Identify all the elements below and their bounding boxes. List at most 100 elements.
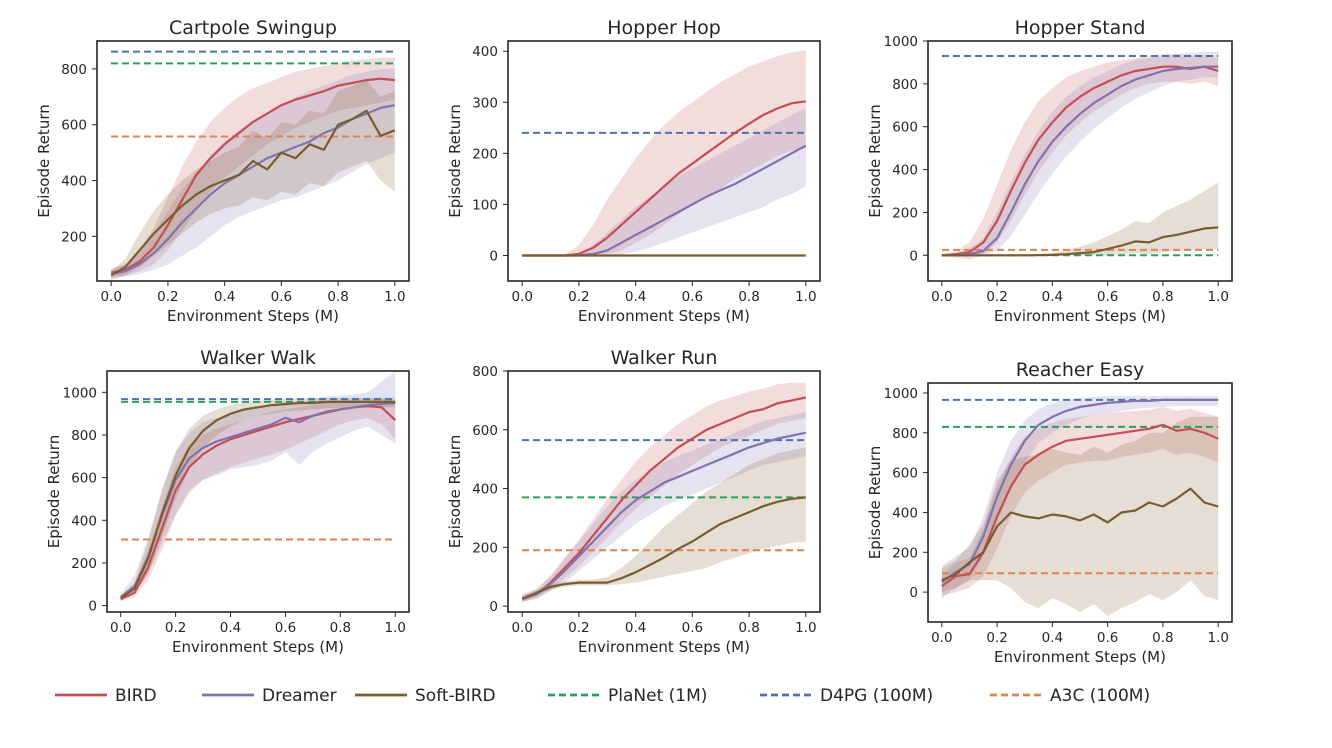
y-tick-label: 400: [472, 482, 498, 498]
legend-label: Soft-BIRD: [415, 686, 496, 706]
legend-label: BIRD: [115, 686, 157, 706]
x-axis-label: Environment Steps (M): [172, 638, 344, 656]
series-line-soft-bird: [521, 496, 806, 600]
y-tick-label: 300: [472, 95, 498, 111]
axes-frame: [96, 40, 410, 282]
x-tick-label: 0.4: [625, 289, 646, 305]
legend-label: A3C (100M): [1050, 686, 1150, 706]
series-line-dreamer: [941, 65, 1219, 257]
x-tick-label: 0.2: [986, 630, 1007, 646]
chart-title: Walker Run: [611, 347, 718, 369]
y-tick-label: 800: [892, 77, 918, 93]
legend-label: D4PG (100M): [820, 686, 933, 706]
y-tick-label: 400: [892, 163, 918, 179]
x-tick-label: 0.8: [738, 289, 759, 305]
y-tick-label: 200: [472, 540, 498, 556]
axes-frame: [106, 370, 410, 613]
y-tick-label: 800: [71, 428, 97, 444]
band-bird: [941, 53, 1219, 260]
y-tick-label: 200: [71, 556, 97, 572]
y-tick-label: 600: [71, 471, 97, 487]
x-tick-label: 0.2: [165, 620, 186, 636]
y-tick-label: 600: [892, 466, 918, 482]
series-line-bird: [941, 65, 1219, 257]
x-tick-label: 0.4: [220, 620, 241, 636]
x-tick-label: 1.0: [795, 289, 816, 305]
legend-item-bird: BIRD: [55, 686, 157, 706]
band-dreamer: [522, 107, 806, 256]
plot-area: [941, 51, 1219, 260]
y-tick-label: 100: [472, 197, 498, 213]
axes-frame: [927, 382, 1233, 623]
plot-area: [120, 371, 397, 602]
x-axis-label: Environment Steps (M): [994, 307, 1166, 325]
x-tick-label: 0.0: [511, 289, 532, 305]
x-tick-label: 0.0: [931, 630, 952, 646]
x-tick-label: 0.6: [275, 620, 296, 636]
x-tick-label: 0.6: [1097, 630, 1118, 646]
plot-area: [941, 395, 1219, 616]
y-axis-label: Episode Return: [446, 435, 464, 548]
panel-walker-walk: Walker Walk 0.0 0.2 0.4 0.6 0.8 1.0 0 200 400 600 8…: [45, 347, 410, 656]
y-axis-label: Episode Return: [45, 435, 63, 548]
band-dreamer: [522, 412, 806, 602]
x-tick-label: 0.6: [271, 289, 292, 305]
x-tick-label: 0.2: [568, 620, 589, 636]
x-tick-label: 0.8: [327, 289, 348, 305]
x-tick-label: 0.6: [682, 289, 703, 305]
y-tick-label: 600: [892, 120, 918, 136]
y-tick-label: 0: [909, 585, 918, 601]
y-tick-label: 0: [489, 248, 498, 264]
plot-area: [521, 382, 807, 602]
legend-item-dreamer: Dreamer: [202, 686, 337, 706]
x-tick-label: 1.0: [385, 620, 406, 636]
x-axis-label: Environment Steps (M): [167, 307, 339, 325]
x-tick-label: 0.2: [568, 289, 589, 305]
x-tick-label: 0.0: [100, 289, 121, 305]
plot-area: [522, 50, 807, 257]
chart-title: Hopper Hop: [607, 17, 721, 39]
x-tick-label: 0.4: [1042, 630, 1063, 646]
chart-panels: Cartpole Swingup 0.0 0.2 0.4 0.6 0.8 1.0 200 400…: [35, 17, 1233, 666]
series-line-soft-bird: [120, 400, 396, 600]
y-tick-label: 400: [61, 174, 87, 190]
series-line-soft-bird: [941, 226, 1219, 257]
plot-area: [110, 50, 396, 280]
x-tick-label: 1.0: [795, 620, 816, 636]
x-tick-label: 0.4: [1042, 289, 1063, 305]
x-tick-label: 0.8: [738, 620, 759, 636]
series-line-dreamer: [521, 431, 807, 600]
y-tick-label: 600: [61, 118, 87, 134]
x-tick-label: 0.2: [986, 289, 1007, 305]
x-tick-label: 0.4: [625, 620, 646, 636]
x-tick-label: 1.0: [1207, 630, 1228, 646]
x-tick-label: 0.0: [931, 289, 952, 305]
x-tick-label: 0.4: [214, 289, 235, 305]
y-tick-label: 0: [909, 248, 918, 264]
band-dreamer: [120, 371, 396, 601]
y-tick-label: 1000: [63, 385, 97, 401]
panel-cartpole-swingup: Cartpole Swingup 0.0 0.2 0.4 0.6 0.8 1.0 200 400…: [35, 17, 410, 325]
legend-label: PlaNet (1M): [608, 686, 707, 706]
x-tick-label: 0.8: [1152, 289, 1173, 305]
y-tick-label: 200: [892, 545, 918, 561]
y-axis-label: Episode Return: [446, 104, 464, 217]
y-tick-label: 200: [892, 205, 918, 221]
band-dreamer: [941, 395, 1219, 599]
legend-label: Dreamer: [262, 686, 337, 706]
axes-frame: [927, 40, 1233, 282]
x-tick-label: 0.0: [110, 620, 131, 636]
legend-item-a3c-100m: A3C (100M): [990, 686, 1150, 706]
x-tick-label: 1.0: [384, 289, 405, 305]
x-tick-label: 1.0: [1207, 289, 1228, 305]
panel-hopper-stand: Hopper Stand 0.0 0.2 0.4 0.6 0.8 1.0 0 200 400 600…: [866, 17, 1233, 325]
panel-reacher-easy: Reacher Easy 0.0 0.2 0.4 0.6 0.8 1.0 0 200 400 600…: [866, 359, 1233, 666]
y-tick-label: 400: [892, 505, 918, 521]
series-line-soft-bird: [941, 487, 1219, 582]
y-tick-label: 400: [472, 44, 498, 60]
x-tick-label: 0.8: [330, 620, 351, 636]
y-tick-label: 200: [61, 229, 87, 245]
band-dreamer: [111, 68, 395, 279]
band-dreamer: [941, 51, 1219, 257]
